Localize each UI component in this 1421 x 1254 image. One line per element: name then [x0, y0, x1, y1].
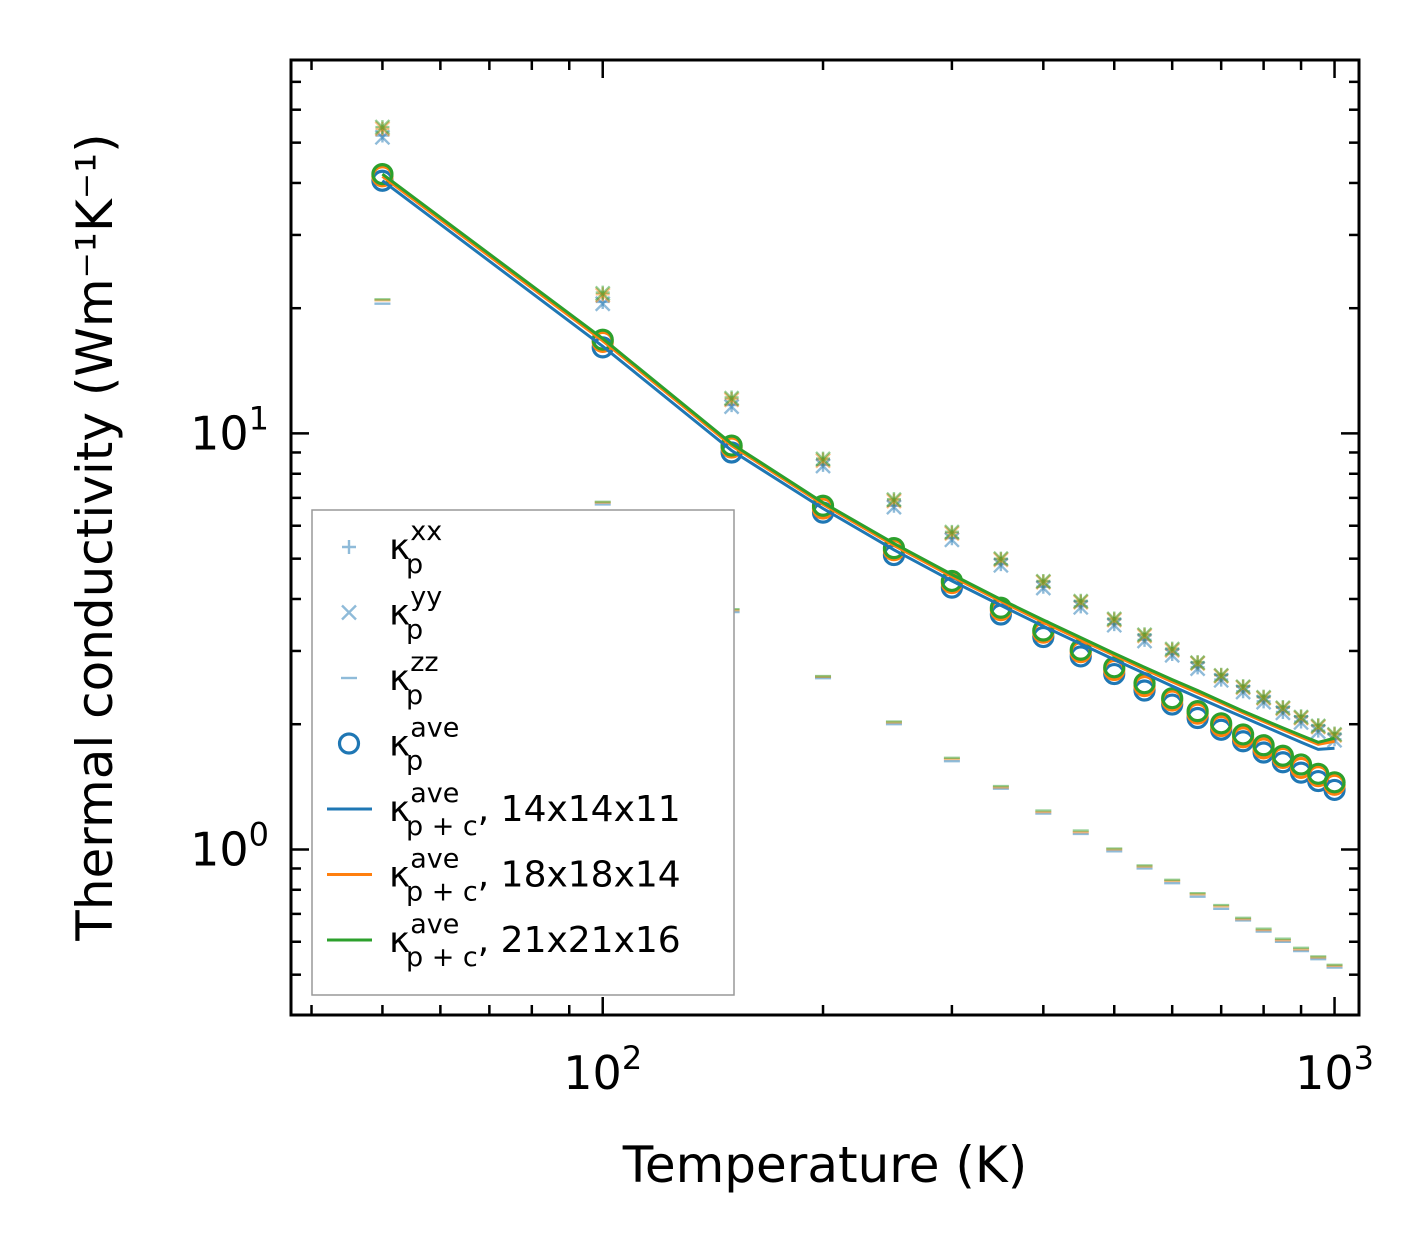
- data-point: [1310, 718, 1327, 734]
- legend-label: κzz p: [389, 647, 439, 711]
- data-point: [1255, 689, 1272, 706]
- x-axis-label: Temperature (K): [622, 1136, 1027, 1194]
- data-point: [1136, 633, 1153, 649]
- plot-frame: [289, 58, 1361, 1017]
- x-tick-label: 103: [1295, 1039, 1374, 1100]
- legend-entry: κave p + c, 18x18x14: [327, 844, 681, 908]
- data-point: [1252, 734, 1275, 757]
- legend-entry: κave p + c, 14x14x11: [327, 778, 681, 842]
- data-point: [1035, 573, 1052, 590]
- legend-marker-swatch: [337, 732, 361, 755]
- legend-label: κxx p: [389, 516, 442, 580]
- data-point: [1164, 647, 1181, 664]
- x-tick-label: 102: [563, 1039, 642, 1100]
- data-point: [594, 285, 611, 302]
- data-point: [815, 451, 831, 467]
- data-point: [1323, 771, 1346, 794]
- series-line-18x18x14: [381, 175, 1335, 746]
- data-point: [1136, 626, 1153, 643]
- data-point: [1161, 687, 1184, 710]
- legend-entry: κyy p: [341, 582, 442, 646]
- series-x-14x14x11: [374, 129, 1343, 749]
- data-point: [1103, 656, 1126, 679]
- data-point: [720, 434, 743, 457]
- legend-box: [311, 509, 735, 996]
- data-point: [1189, 654, 1206, 671]
- data-point: [1186, 700, 1209, 723]
- data-point: [1213, 667, 1230, 684]
- data-point: [1326, 732, 1343, 749]
- series-hline-21x21x16: [374, 298, 1343, 967]
- y-tick-label: 101: [190, 399, 269, 460]
- data-point: [1235, 678, 1251, 695]
- data-point: [1293, 714, 1309, 731]
- legend-entry: κave p + c, 21x21x16: [327, 909, 681, 973]
- data-point: [1289, 753, 1313, 776]
- legend-entry: κxx p: [342, 516, 442, 580]
- legend-entry: κave p: [337, 713, 459, 777]
- series-x-21x21x16: [374, 119, 1343, 743]
- series-line: [381, 175, 1335, 746]
- data-point: [1232, 723, 1255, 746]
- data-point: [993, 550, 1009, 567]
- legend-label: κave p + c, 18x18x14: [389, 844, 681, 908]
- data-point: [1210, 712, 1233, 735]
- plot-data-layer: [371, 119, 1346, 969]
- data-point: [886, 491, 902, 508]
- data-point: [1310, 723, 1327, 740]
- data-point: [1072, 599, 1089, 616]
- legend-entry: κzz p: [341, 647, 439, 711]
- data-point: [1164, 641, 1181, 658]
- data-point: [1271, 744, 1294, 767]
- data-point: [1106, 611, 1123, 627]
- series-line-21x21x16: [381, 172, 1335, 744]
- data-point: [993, 557, 1009, 574]
- legend-label: κave p + c, 21x21x16: [389, 909, 681, 973]
- data-point: [1189, 660, 1206, 677]
- data-point: [1106, 617, 1123, 634]
- data-point: [374, 119, 391, 135]
- data-point: [1275, 704, 1291, 721]
- data-point: [944, 524, 960, 541]
- legend-label: κave p + c, 14x14x11: [389, 778, 681, 842]
- data-point: [811, 494, 835, 517]
- series-line: [381, 179, 1335, 751]
- axes: 102 103 100 101: [190, 58, 1374, 1100]
- data-point: [723, 390, 740, 407]
- data-point: [371, 163, 394, 186]
- data-point: [1293, 709, 1309, 725]
- legend-label: κyy p: [389, 582, 442, 646]
- data-point: [815, 458, 831, 474]
- y-tick-label: 100: [190, 815, 269, 876]
- data-point: [1255, 694, 1272, 710]
- series-line: [381, 172, 1335, 744]
- data-point: [1213, 672, 1230, 689]
- legend-label: κave p: [389, 713, 459, 777]
- tick-marks: [291, 60, 1359, 1015]
- legend-marker-swatch: [341, 604, 357, 621]
- data-point: [1275, 699, 1291, 716]
- series-line-14x14x11: [381, 179, 1335, 751]
- data-point: [886, 499, 902, 515]
- data-point: [1235, 684, 1251, 700]
- y-axis-label: Thermal conductivity (Wm⁻¹K⁻¹): [66, 133, 124, 941]
- legend-marker-swatch: [342, 540, 356, 554]
- data-point: [1035, 580, 1052, 596]
- data-point: [1072, 593, 1089, 610]
